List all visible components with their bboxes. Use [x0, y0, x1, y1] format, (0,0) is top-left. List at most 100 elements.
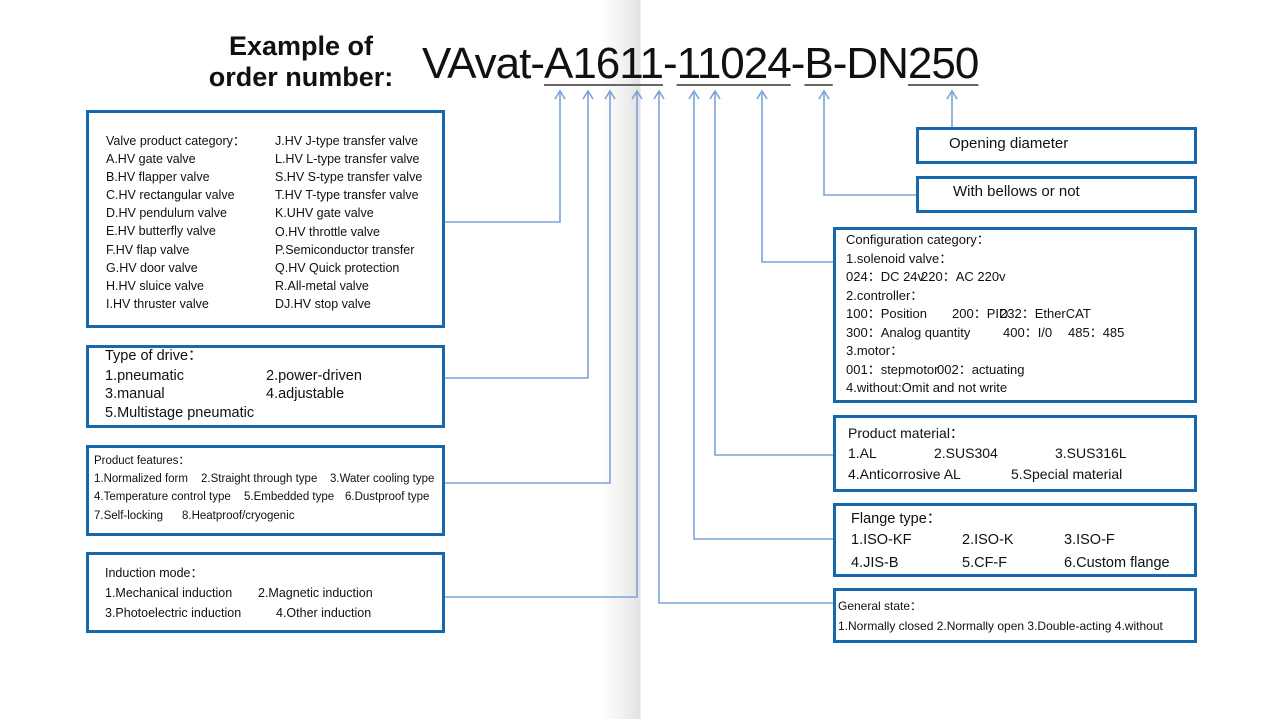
option-item: 2.ISO-K: [962, 532, 1014, 548]
connector-line: [761, 92, 833, 263]
connector-line: [445, 92, 561, 223]
option-item: 485：485: [1068, 325, 1125, 340]
box-title: Induction mode：: [105, 566, 203, 580]
option-item: 2.SUS304: [934, 445, 998, 461]
option-item: 300：Analog quantity: [846, 325, 971, 340]
option-item: 2.power-driven: [266, 368, 362, 384]
option-item: B.HV flapper valve: [106, 170, 210, 185]
option-item: 001：stepmotor: [846, 362, 939, 377]
option-item: 4.adjustable: [266, 386, 345, 402]
option-item: 4.Other induction: [276, 606, 372, 620]
option-item: 7.Self-locking: [94, 510, 164, 522]
order-seg-series: A1611: [543, 39, 664, 88]
option-item: 1.AL: [848, 445, 877, 461]
option-item: D.HV pendulum valve: [106, 206, 227, 221]
connector-line: [445, 92, 638, 598]
option-item: 3.motor：: [846, 343, 904, 358]
option-item: T.HV T-type transfer valve: [275, 188, 419, 203]
option-item: P.Semiconductor transfer: [275, 242, 415, 257]
box-title: Opening diameter: [949, 135, 1069, 152]
option-item: O.HV throttle valve: [275, 224, 380, 239]
option-item: 1.Normally closed 2.Normally open 3.Doub…: [838, 619, 1163, 633]
option-item: 232：EtherCAT: [1000, 306, 1091, 321]
option-item: 1.pneumatic: [105, 368, 184, 384]
arrow-up-icon: [653, 89, 665, 100]
opening-diameter-box: Opening diameter: [916, 127, 1197, 164]
option-item: 4.without:Omit and not write: [846, 380, 1008, 395]
drive-type-box: Type of drive： 1.pneumatic 2.power-driven 3…: [86, 345, 445, 428]
order-dash: -: [662, 39, 678, 88]
configuration-box: Configuration category： 1.solenoid valve：…: [833, 227, 1197, 403]
order-prefix: VAvat-: [422, 39, 545, 88]
box-title: Valve product category：: [106, 134, 246, 148]
option-item: 2.Straight through type: [201, 473, 318, 485]
connector-line: [823, 92, 916, 196]
option-item: 2.Magnetic induction: [258, 586, 373, 600]
option-item: 3.ISO-F: [1064, 532, 1115, 548]
option-item: 002：actuating: [937, 362, 1025, 377]
connector-line: [693, 92, 833, 540]
option-item: 2.controller：: [846, 288, 924, 303]
induction-mode-box: Induction mode： 1.Mechanical induction 2.M…: [86, 552, 445, 633]
option-item: 200：PID: [952, 306, 1009, 321]
option-item: 220：AC 220v: [921, 269, 1006, 284]
box-title: With bellows or not: [953, 183, 1080, 200]
arrow-up-icon: [582, 89, 594, 100]
arrow-up-icon: [818, 89, 830, 100]
option-item: 1.Normalized form: [94, 473, 188, 485]
option-item: A.HV gate valve: [106, 152, 196, 166]
box-title: Configuration category：: [846, 232, 990, 247]
option-item: E.HV butterfly valve: [106, 224, 216, 239]
option-item: H.HV sluice valve: [106, 278, 204, 293]
option-item: 3.Water cooling type: [330, 473, 435, 485]
arrow-up-icon: [756, 89, 768, 100]
option-item: L.HV L-type transfer valve: [275, 152, 420, 167]
title-line-2: order number:: [208, 62, 394, 92]
flange-type-box: Flange type： 1.ISO-KF 2.ISO-K 3.ISO-F 4.JIS-…: [833, 503, 1197, 577]
arrow-up-icon: [604, 89, 616, 100]
arrow-up-icon: [946, 89, 958, 100]
general-state-box: General state： 1.Normally closed 2.Normal…: [833, 588, 1197, 643]
option-item: J.HV J-type transfer valve: [275, 134, 419, 148]
option-item: 6.Dustproof type: [345, 491, 430, 503]
box-title: Type of drive：: [105, 348, 203, 364]
option-item: 5.Special material: [1011, 466, 1123, 482]
product-material-box: Product material： 1.AL 2.SUS304 3.SUS316L 4.…: [833, 415, 1197, 492]
arrow-up-icon: [631, 89, 643, 100]
order-seg-diameter: 250: [907, 39, 979, 88]
option-item: 1.ISO-KF: [851, 532, 912, 548]
option-item: DJ.HV stop valve: [275, 296, 371, 311]
option-item: 3.Photoelectric induction: [105, 606, 242, 620]
option-item: 4.Temperature control type: [94, 491, 231, 503]
option-item: 6.Custom flange: [1064, 555, 1170, 571]
arrow-up-icon: [688, 89, 700, 100]
order-number: VAvat-A1611-11024-B-DN250: [422, 38, 979, 90]
product-features-box: Product features： 1.Normalized form 2.Stra…: [86, 445, 445, 536]
connector-line: [445, 92, 589, 379]
option-item: G.HV door valve: [106, 260, 198, 275]
order-seg-bellows: B: [804, 39, 833, 88]
option-item: 3.SUS316L: [1055, 445, 1127, 461]
page-title: Example of order number:: [196, 31, 406, 93]
box-title: Flange type：: [851, 511, 942, 527]
option-item: K.UHV gate valve: [275, 206, 374, 221]
arrow-up-icon: [554, 89, 566, 100]
option-item: 100：Position: [846, 306, 927, 321]
option-item: 5.Embedded type: [244, 491, 335, 503]
order-seg-config: 11024: [676, 39, 792, 88]
option-item: R.All-metal valve: [275, 278, 369, 293]
option-item: 4.Anticorrosive AL: [848, 466, 961, 482]
box-title: Product material：: [848, 425, 964, 441]
option-item: 400：I/0: [1003, 325, 1053, 340]
title-line-1: Example of: [228, 31, 374, 61]
option-item: 8.Heatproof/cryogenic: [182, 510, 295, 522]
order-dn: -DN: [832, 39, 909, 88]
arrow-up-icon: [709, 89, 721, 100]
option-item: C.HV rectangular valve: [106, 188, 235, 203]
connector-line: [445, 92, 611, 484]
option-item: 024：DC 24v: [846, 269, 925, 284]
option-item: 3.manual: [105, 386, 165, 402]
option-item: F.HV flap valve: [106, 242, 190, 257]
option-item: 1.Mechanical induction: [105, 586, 233, 600]
